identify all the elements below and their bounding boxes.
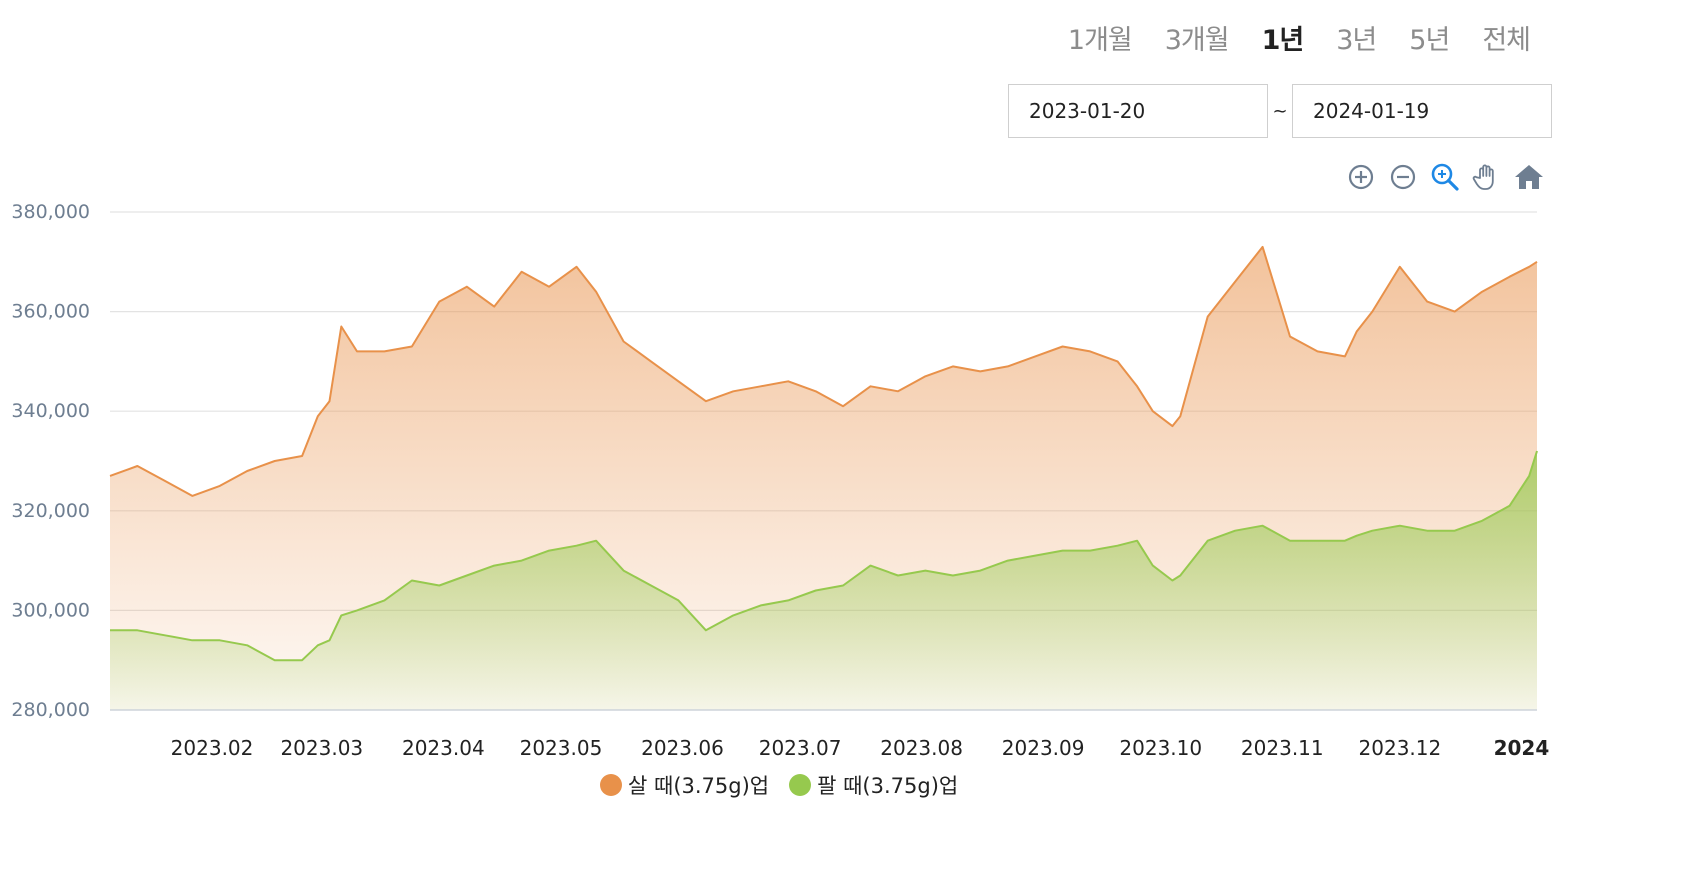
y-tick-label: 380,000 bbox=[11, 201, 90, 223]
zoom-out-icon[interactable] bbox=[1386, 160, 1420, 194]
legend-item-buy[interactable]: 살 때(3.75g)업 bbox=[600, 770, 769, 800]
x-tick-label: 2023.11 bbox=[1241, 736, 1324, 760]
series-line-sell[interactable] bbox=[110, 450, 1538, 662]
tab-3-years[interactable]: 3년 bbox=[1336, 25, 1377, 56]
chart-toolbar bbox=[1344, 160, 1546, 194]
zoom-in-icon[interactable] bbox=[1344, 160, 1378, 194]
series-line-buy[interactable] bbox=[109, 245, 1538, 497]
x-tick-label: 2023.10 bbox=[1119, 736, 1202, 760]
tab-1-year[interactable]: 1년 bbox=[1261, 25, 1305, 56]
x-tick-label: 2023.08 bbox=[880, 736, 963, 760]
tab-1-month[interactable]: 1개월 bbox=[1067, 25, 1133, 56]
date-range-picker: ~ bbox=[1008, 84, 1552, 138]
x-tick-label: 2023.02 bbox=[171, 736, 254, 760]
start-date-input[interactable] bbox=[1008, 84, 1268, 138]
legend-item-sell[interactable]: 팔 때(3.75g)업 bbox=[789, 770, 958, 800]
x-tick-label: 2024 bbox=[1494, 736, 1550, 760]
x-tick-label: 2023.06 bbox=[641, 736, 724, 760]
period-tabs: 1개월 3개월 1년 3년 5년 전체 bbox=[1035, 18, 1531, 57]
home-reset-icon[interactable] bbox=[1512, 160, 1546, 194]
x-tick-label: 2023.09 bbox=[1002, 736, 1085, 760]
x-tick-label: 2023.07 bbox=[759, 736, 842, 760]
tab-all[interactable]: 전체 bbox=[1482, 25, 1531, 56]
x-tick-label: 2023.04 bbox=[402, 736, 485, 760]
tab-5-years[interactable]: 5년 bbox=[1409, 25, 1450, 56]
tab-3-months[interactable]: 3개월 bbox=[1164, 25, 1230, 56]
x-tick-label: 2023.03 bbox=[280, 736, 363, 760]
end-date-input[interactable] bbox=[1292, 84, 1552, 138]
x-tick-label: 2023.12 bbox=[1359, 736, 1442, 760]
gold-price-chart: 380,000 360,000 340,000 320,000 300,000 280,0… bbox=[11, 201, 1550, 760]
legend-label-buy: 살 때(3.75g)업 bbox=[628, 774, 770, 798]
y-tick-label: 320,000 bbox=[11, 500, 90, 522]
legend-label-sell: 팔 때(3.75g)업 bbox=[817, 774, 959, 798]
y-tick-label: 360,000 bbox=[11, 301, 90, 323]
date-separator: ~ bbox=[1272, 100, 1288, 122]
selection-zoom-icon[interactable] bbox=[1428, 160, 1462, 194]
legend-dot-buy bbox=[600, 774, 622, 796]
y-tick-label: 280,000 bbox=[11, 699, 90, 721]
chart-legend: 살 때(3.75g)업 팔 때(3.75g)업 bbox=[600, 770, 958, 800]
legend-dot-sell bbox=[789, 774, 812, 796]
y-tick-label: 340,000 bbox=[11, 400, 90, 422]
pan-hand-icon[interactable] bbox=[1470, 160, 1504, 194]
y-tick-label: 300,000 bbox=[11, 599, 90, 621]
area-fill-sell bbox=[110, 451, 1537, 710]
x-tick-label: 2023.05 bbox=[520, 736, 603, 760]
